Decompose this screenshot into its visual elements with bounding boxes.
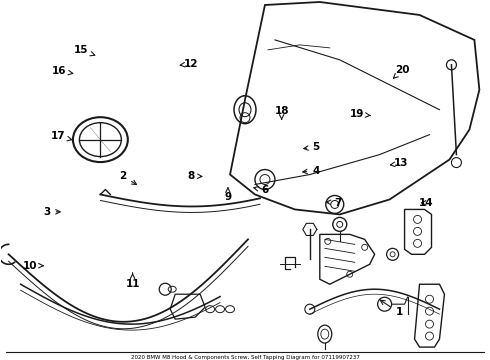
Text: 19: 19 xyxy=(350,109,370,119)
Text: 15: 15 xyxy=(74,45,95,56)
Text: 6: 6 xyxy=(254,185,268,195)
Text: 4: 4 xyxy=(303,166,319,176)
Text: 11: 11 xyxy=(125,273,140,289)
Text: 14: 14 xyxy=(418,198,433,208)
Text: 3: 3 xyxy=(44,207,60,217)
Text: 8: 8 xyxy=(188,171,202,181)
Text: 2020 BMW M8 Hood & Components Screw, Self Tapping Diagram for 07119907237: 2020 BMW M8 Hood & Components Screw, Sel… xyxy=(130,355,360,360)
Text: 1: 1 xyxy=(380,300,403,318)
Text: 9: 9 xyxy=(224,188,231,202)
Text: 10: 10 xyxy=(23,261,43,271)
Text: 7: 7 xyxy=(326,198,342,208)
Text: 12: 12 xyxy=(180,59,198,69)
Text: 16: 16 xyxy=(52,66,73,76)
Text: 5: 5 xyxy=(304,142,319,152)
Text: 13: 13 xyxy=(391,158,409,168)
Text: 2: 2 xyxy=(119,171,137,185)
Text: 17: 17 xyxy=(51,131,72,141)
Text: 20: 20 xyxy=(393,65,410,78)
Text: 18: 18 xyxy=(274,106,289,120)
